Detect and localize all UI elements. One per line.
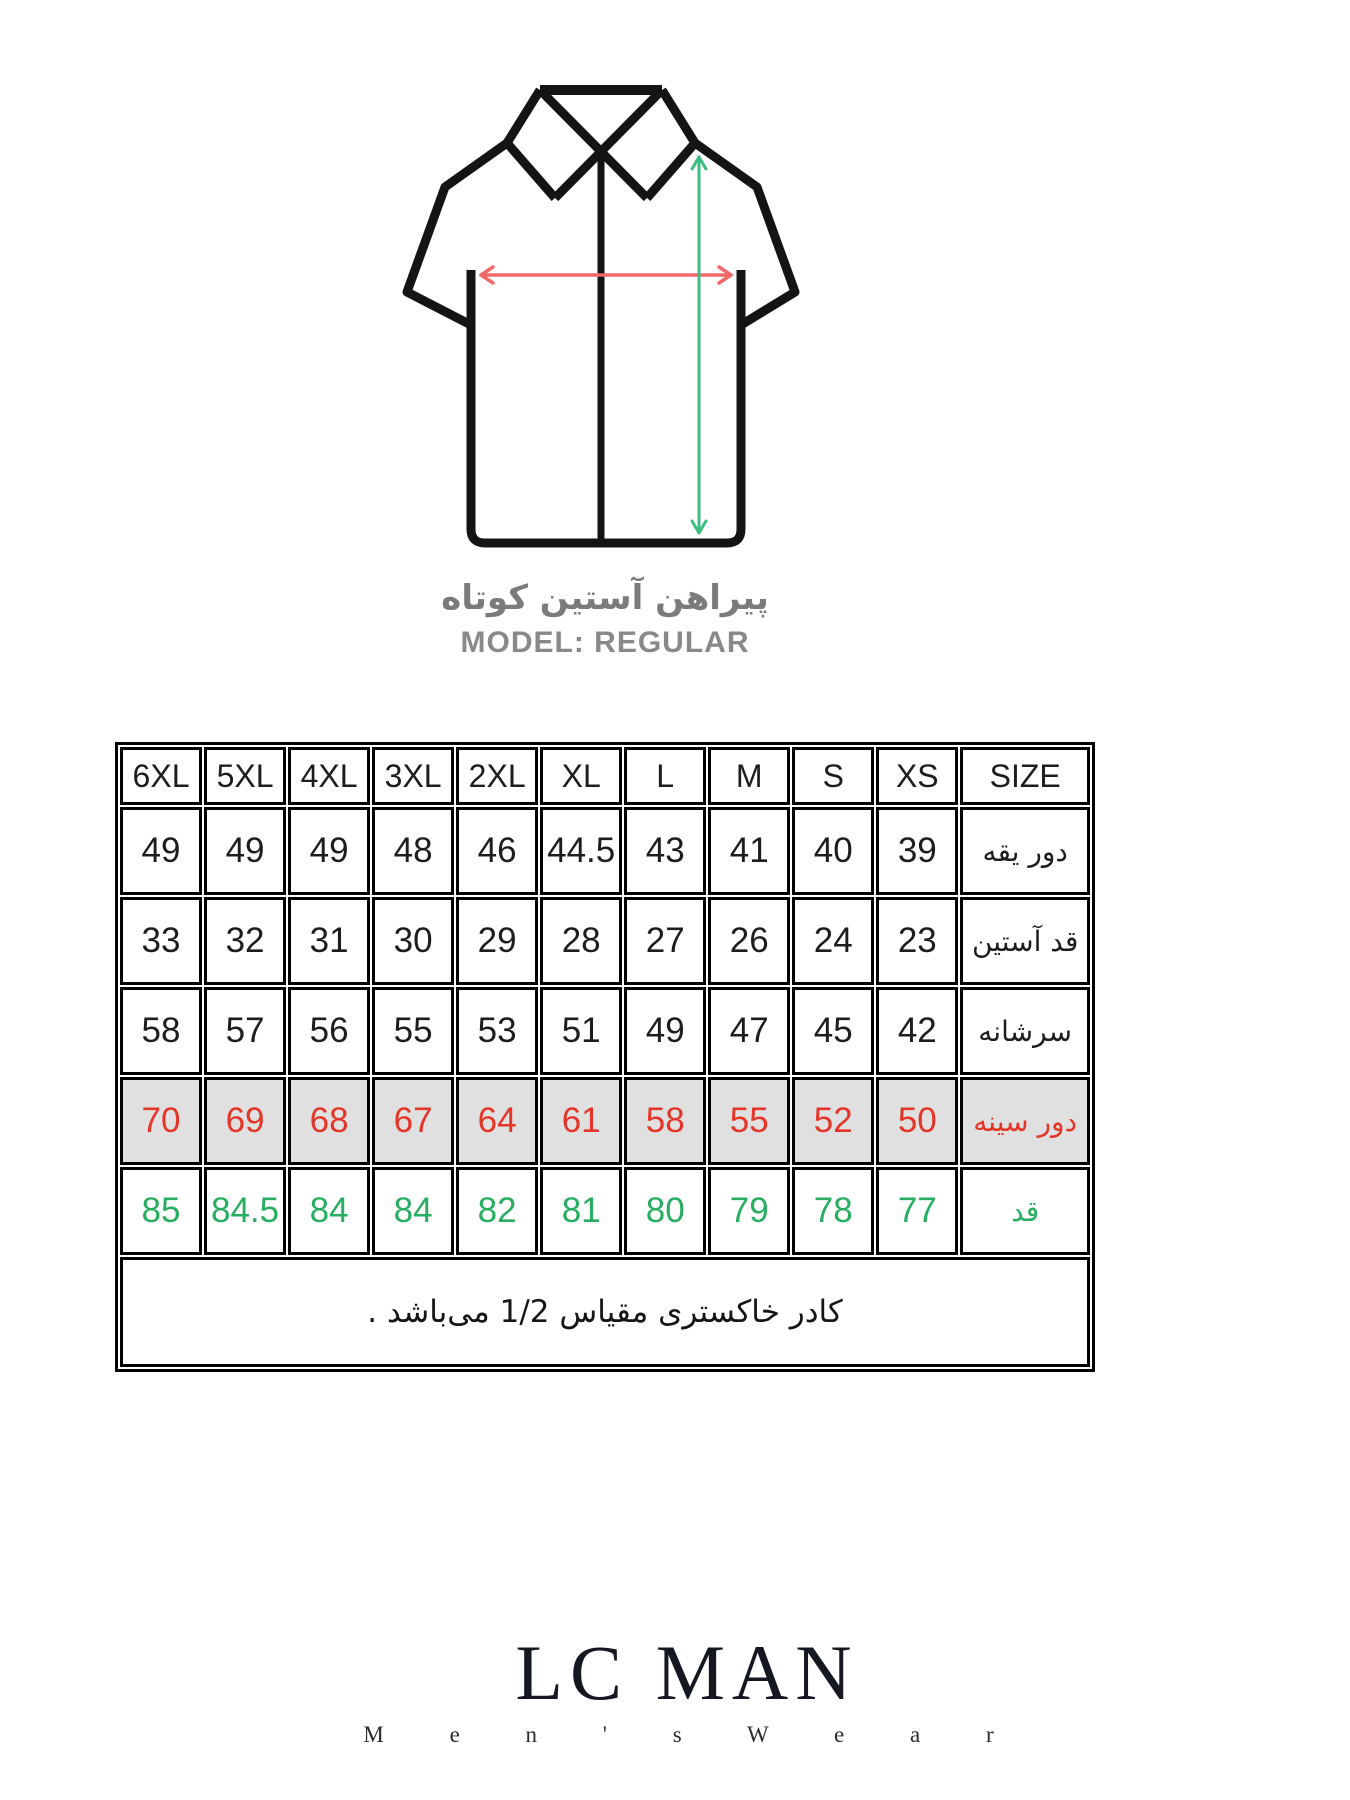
size-table: 6XL 5XL 4XL 3XL 2XL XL L M S XS SIZE 49 …: [115, 742, 1095, 1372]
value-cell: 23: [876, 897, 959, 985]
value-cell: 39: [876, 807, 959, 895]
value-cell: 61: [540, 1077, 623, 1165]
value-cell: 57: [204, 987, 287, 1075]
value-cell: 30: [372, 897, 455, 985]
value-cell: 42: [876, 987, 959, 1075]
page-content: پیراهن آستین کوتاه MODEL: REGULAR 6XL 5X…: [115, 85, 1095, 1748]
row-label-shoulder: سرشانه: [960, 987, 1090, 1075]
table-header-row: 6XL 5XL 4XL 3XL 2XL XL L M S XS SIZE: [120, 747, 1090, 805]
length-measure-arrow: [690, 155, 708, 535]
chest-measure-arrow: [479, 265, 733, 285]
value-cell: 49: [288, 807, 371, 895]
table-note-row: کادر خاکستری مقیاس 1/2 می‌باشد .: [120, 1257, 1090, 1367]
value-cell: 64: [456, 1077, 539, 1165]
header-cell: 6XL: [120, 747, 203, 805]
value-cell: 84.5: [204, 1167, 287, 1255]
value-cell: 55: [372, 987, 455, 1075]
value-cell: 49: [624, 987, 707, 1075]
row-length: 85 84.5 84 84 82 81 80 79 78 77 قد: [120, 1167, 1090, 1255]
brand-name: LC MAN: [515, 1629, 859, 1716]
value-cell: 51: [540, 987, 623, 1075]
header-cell: S: [792, 747, 875, 805]
value-cell: 31: [288, 897, 371, 985]
value-cell: 84: [288, 1167, 371, 1255]
value-cell: 28: [540, 897, 623, 985]
value-cell: 41: [708, 807, 791, 895]
value-cell: 33: [120, 897, 203, 985]
value-cell: 84: [372, 1167, 455, 1255]
value-cell: 48: [372, 807, 455, 895]
value-cell: 43: [624, 807, 707, 895]
value-cell: 45: [792, 987, 875, 1075]
diagram-caption-model: MODEL: REGULAR: [460, 626, 750, 659]
value-cell: 40: [792, 807, 875, 895]
value-cell: 69: [204, 1077, 287, 1165]
value-cell: 50: [876, 1077, 959, 1165]
value-cell: 32: [204, 897, 287, 985]
value-cell: 78: [792, 1167, 875, 1255]
value-cell: 56: [288, 987, 371, 1075]
value-cell: 67: [372, 1077, 455, 1165]
value-cell: 24: [792, 897, 875, 985]
row-collar: 49 49 49 48 46 44.5 43 41 40 39 دور یقه: [120, 807, 1090, 895]
header-cell: M: [708, 747, 791, 805]
value-cell: 68: [288, 1077, 371, 1165]
value-cell: 26: [708, 897, 791, 985]
value-cell: 82: [456, 1167, 539, 1255]
header-cell: 5XL: [204, 747, 287, 805]
header-cell: XL: [540, 747, 623, 805]
row-label-length: قد: [960, 1167, 1090, 1255]
diagram-caption-fa: پیراهن آستین کوتاه: [441, 578, 769, 618]
value-cell: 47: [708, 987, 791, 1075]
brand-tagline: M e n ' s W e a r: [363, 1722, 1011, 1747]
value-cell: 79: [708, 1167, 791, 1255]
value-cell: 70: [120, 1077, 203, 1165]
header-cell-size: SIZE: [960, 747, 1090, 805]
header-cell: XS: [876, 747, 959, 805]
brand-logo: LC MAN M e n ' s W e a r: [197, 1634, 1177, 1748]
value-cell: 49: [204, 807, 287, 895]
value-cell: 49: [120, 807, 203, 895]
row-shoulder: 58 57 56 55 53 51 49 47 45 42 سرشانه: [120, 987, 1090, 1075]
header-cell: L: [624, 747, 707, 805]
value-cell: 58: [120, 987, 203, 1075]
row-label-sleeve: قد آستین: [960, 897, 1090, 985]
shirt-diagram: [399, 85, 811, 552]
value-cell: 85: [120, 1167, 203, 1255]
value-cell: 46: [456, 807, 539, 895]
header-cell: 3XL: [372, 747, 455, 805]
value-cell: 55: [708, 1077, 791, 1165]
value-cell: 53: [456, 987, 539, 1075]
value-cell: 81: [540, 1167, 623, 1255]
value-cell: 77: [876, 1167, 959, 1255]
row-sleeve-length: 33 32 31 30 29 28 27 26 24 23 قد آستین: [120, 897, 1090, 985]
row-label-chest: دور سینه: [960, 1077, 1090, 1165]
shirt-outline-icon: [402, 85, 800, 548]
value-cell: 44.5: [540, 807, 623, 895]
value-cell: 80: [624, 1167, 707, 1255]
row-chest-highlighted: 70 69 68 67 64 61 58 55 52 50 دور سینه: [120, 1077, 1090, 1165]
value-cell: 58: [624, 1077, 707, 1165]
row-label-collar: دور یقه: [960, 807, 1090, 895]
scale-note: کادر خاکستری مقیاس 1/2 می‌باشد .: [120, 1257, 1090, 1367]
header-cell: 4XL: [288, 747, 371, 805]
value-cell: 52: [792, 1077, 875, 1165]
header-cell: 2XL: [456, 747, 539, 805]
value-cell: 29: [456, 897, 539, 985]
value-cell: 27: [624, 897, 707, 985]
